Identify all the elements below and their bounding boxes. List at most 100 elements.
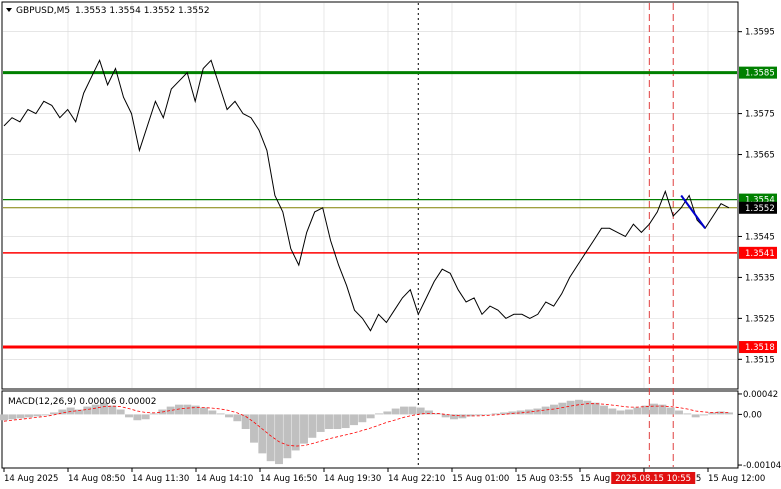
macd-axis-label: -0.00104	[743, 461, 781, 471]
grid	[3, 3, 737, 388]
macd-histogram-bar	[100, 402, 108, 415]
macd-histogram-bar	[650, 403, 658, 415]
macd-axis: 0.00042 0.00 -0.00104	[738, 390, 781, 471]
macd-histogram-bar	[216, 413, 225, 415]
macd-histogram-bar	[133, 414, 142, 421]
macd-histogram-bar	[425, 410, 433, 415]
macd-histogram-bar	[366, 414, 375, 419]
macd-histogram-bar	[291, 414, 300, 451]
price-axis-label: 1.3545	[745, 232, 775, 242]
macd-histogram-bar	[383, 411, 392, 415]
macd-histogram-bar	[150, 413, 158, 415]
macd-histogram-bar	[208, 410, 217, 415]
macd-histogram-bar	[658, 404, 667, 415]
macd-histogram-bar	[241, 414, 250, 430]
price-axis-label: 1.3535	[745, 273, 775, 283]
macd-histogram-bar	[275, 414, 283, 465]
time-axis-label: 15 Aug 01:00	[452, 474, 509, 484]
ohlc-label: 1.3553 1.3554 1.3552 1.3552	[75, 6, 210, 16]
price-axis-label: 1.3595	[745, 28, 775, 38]
macd-histogram-bar	[183, 404, 192, 415]
macd-histogram-bar	[225, 414, 233, 418]
macd-histogram-bar	[41, 414, 50, 416]
macd-histogram-bar	[441, 414, 450, 418]
time-axis-label: 14 Aug 19:30	[324, 474, 381, 484]
symbol-dropdown-icon[interactable]	[6, 8, 12, 12]
macd-histogram-bar	[16, 414, 25, 419]
macd-histogram-bar	[558, 402, 567, 415]
macd-histogram-bar	[600, 405, 608, 415]
macd-histogram-bar	[433, 413, 442, 415]
macd-histogram-bar	[500, 412, 508, 415]
level-price-tag	[739, 66, 777, 79]
time-axis-label: 14 Aug 22:10	[388, 474, 445, 484]
macd-signal-line	[3, 403, 729, 447]
macd-histogram-bar	[691, 414, 700, 418]
time-axis: 14 Aug 2025 14 Aug 08:50 14 Aug 11:30 14 Au…	[3, 468, 765, 484]
macd-histogram-bar	[700, 414, 708, 416]
level-price-label: 1.3518	[745, 343, 775, 353]
macd-histogram-bar	[333, 414, 342, 430]
price-axis-label: 1.3525	[745, 314, 775, 324]
macd-histogram-bar	[308, 414, 317, 438]
macd-histogram-bar	[166, 406, 175, 415]
macd-histogram-bar	[583, 400, 592, 415]
macd-histogram-bar	[541, 406, 550, 415]
time-axis-label: 15 Aug 06:55	[580, 474, 637, 484]
horizontal-levels	[3, 71, 737, 349]
macd-histogram-bar	[708, 412, 717, 415]
level-price-label: 1.3554	[745, 196, 775, 206]
macd-histogram-bar	[75, 409, 83, 415]
time-highlight-label: 2025.08.15 10:55	[615, 474, 691, 484]
macd-histogram-bar	[408, 406, 417, 415]
macd-histogram-bar	[550, 404, 558, 415]
vertical-markers	[417, 3, 674, 467]
macd-histogram-bar	[616, 410, 625, 415]
macd-histogram-bar	[566, 400, 575, 415]
macd-indicator	[0, 399, 733, 465]
macd-histogram-bar	[141, 414, 150, 420]
time-axis-label: 14 Aug 16:50	[260, 474, 317, 484]
macd-histogram-bar	[466, 414, 475, 417]
level-price-tag	[739, 341, 777, 354]
time-axis-label: 15 Aug 03:55	[516, 474, 573, 484]
macd-histogram-bar	[108, 405, 117, 415]
macd-histogram-bar	[0, 414, 8, 421]
macd-histogram-bar	[591, 402, 600, 415]
macd-histogram-bar	[608, 408, 617, 415]
macd-histogram-bar	[666, 407, 675, 415]
macd-histogram-bar	[725, 412, 733, 415]
macd-histogram-bar	[25, 414, 33, 418]
macd-histogram-bar	[8, 414, 17, 420]
macd-histogram-bar	[191, 405, 200, 415]
macd-histogram-bar	[458, 414, 467, 419]
level-price-tag	[739, 201, 777, 214]
macd-histogram-bar	[83, 406, 92, 415]
macd-histogram-bar	[175, 404, 183, 415]
macd-histogram-bar	[716, 411, 725, 415]
macd-histogram-bar	[116, 409, 125, 415]
time-axis-label: 14 Aug 08:50	[68, 474, 125, 484]
macd-histogram-bar	[641, 405, 650, 415]
level-price-label: 1.3552	[745, 204, 775, 214]
macd-histogram-bar	[516, 410, 525, 415]
macd-histogram-bar	[300, 414, 308, 444]
macd-label: MACD(12,26,9) 0.00006 0.00002	[8, 397, 157, 407]
time-axis-label: 15 Aug 12:00	[708, 474, 765, 484]
macd-axis-label: 0.00042	[743, 390, 778, 400]
macd-histogram-bar	[475, 414, 483, 416]
macd-histogram-bar	[258, 414, 267, 454]
level-price-label: 1.3585	[745, 69, 775, 79]
price-axis-label: 1.3565	[745, 151, 775, 161]
macd-histogram-bar	[316, 414, 325, 432]
macd-histogram-bar	[491, 413, 500, 415]
macd-axis-label: 0.00	[743, 410, 762, 420]
price-axis: 1.3595 1.3575 1.3565 1.3545 1.3535 1.3525 1.35…	[738, 28, 777, 365]
macd-histogram-bar	[416, 407, 425, 415]
macd-histogram-bar	[200, 407, 208, 415]
macd-histogram-bar	[250, 414, 258, 443]
symbol-label: GBPUSD,M5	[16, 6, 70, 16]
macd-histogram-bar	[533, 408, 542, 415]
macd-histogram-bar	[358, 414, 367, 423]
